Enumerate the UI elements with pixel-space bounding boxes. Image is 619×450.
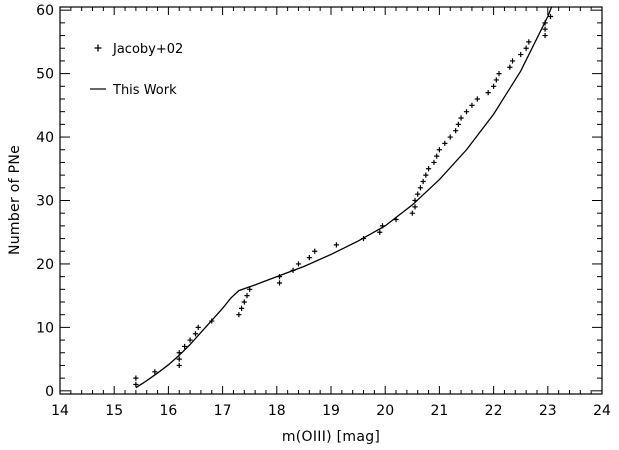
scatter-point-jacoby xyxy=(469,102,475,108)
x-tick-label: 16 xyxy=(159,403,177,419)
x-tick-label: 14 xyxy=(51,403,69,419)
scatter-point-jacoby xyxy=(420,178,426,185)
x-tick-label: 19 xyxy=(322,403,340,419)
axis-ticks xyxy=(59,7,603,394)
y-tick-label: 0 xyxy=(45,384,54,400)
scatter-point-jacoby xyxy=(133,375,139,381)
legend-label-jacoby: Jacoby+02 xyxy=(112,42,183,57)
scatter-point-jacoby xyxy=(176,350,182,356)
scatter-point-jacoby xyxy=(244,293,250,299)
scatter-point-jacoby xyxy=(247,286,253,292)
scatter-point-jacoby xyxy=(152,369,158,375)
scatter-point-jacoby xyxy=(542,20,548,26)
legend-marker-jacoby xyxy=(94,44,102,52)
scatter-point-jacoby xyxy=(509,58,516,64)
scatter-point-jacoby xyxy=(485,90,491,96)
scatter-point-jacoby xyxy=(176,356,182,362)
y-tick-label: 60 xyxy=(36,3,54,19)
legend-plus-icon xyxy=(94,44,102,52)
scatter-point-jacoby xyxy=(236,312,242,318)
scatter-point-jacoby xyxy=(526,39,532,45)
scatter-point-jacoby xyxy=(133,381,139,388)
y-tick-label: 30 xyxy=(36,194,54,210)
scatter-point-jacoby xyxy=(412,197,418,204)
scatter-point-jacoby xyxy=(241,299,247,305)
scatter-point-jacoby xyxy=(360,235,367,242)
y-tick-label: 10 xyxy=(36,320,54,336)
scatter-point-jacoby xyxy=(491,83,497,89)
legend: Jacoby+02 This Work xyxy=(90,42,183,98)
x-tick-label: 20 xyxy=(376,403,394,419)
scatter-point-jacoby xyxy=(423,172,429,178)
scatter-point-jacoby xyxy=(474,96,480,102)
scatter-point-jacoby xyxy=(523,45,529,51)
scatter-point-jacoby xyxy=(379,223,386,229)
legend-label-this-work: This Work xyxy=(112,83,177,98)
scatter-point-jacoby xyxy=(333,242,340,248)
scatter-point-jacoby xyxy=(377,229,383,235)
scatter-point-jacoby xyxy=(431,159,437,166)
scatter-point-jacoby xyxy=(295,261,302,267)
x-axis-label: m(OIII) [mag] xyxy=(282,429,380,445)
scatter-point-jacoby xyxy=(276,280,283,286)
scatter-point-jacoby xyxy=(195,324,201,330)
plot-frame xyxy=(59,6,603,395)
scatter-point-jacoby xyxy=(187,337,193,343)
x-tick-label: 23 xyxy=(539,403,557,419)
scatter-point-jacoby xyxy=(542,32,548,39)
series-line-this-work xyxy=(135,7,553,389)
scatter-point-jacoby xyxy=(409,210,415,216)
x-tick-label: 15 xyxy=(105,403,123,419)
scatter-point-jacoby xyxy=(493,77,499,83)
scatter-point-jacoby xyxy=(312,248,318,254)
scatter-point-jacoby xyxy=(425,166,432,172)
scatter-point-jacoby xyxy=(518,51,524,58)
y-tick-label: 40 xyxy=(36,130,54,146)
x-tick-label: 17 xyxy=(214,403,232,419)
scatter-point-jacoby xyxy=(182,343,188,350)
scatter-point-jacoby xyxy=(276,274,283,280)
scatter-point-jacoby xyxy=(542,26,548,32)
y-tick-label: 50 xyxy=(36,67,54,83)
x-tick-label: 22 xyxy=(485,403,503,419)
y-tick-label: 20 xyxy=(36,257,54,273)
scatter-point-jacoby xyxy=(436,147,442,153)
scatter-point-jacoby xyxy=(496,71,502,77)
scatter-point-jacoby xyxy=(458,115,464,121)
scatter-point-jacoby xyxy=(412,204,418,210)
scatter-point-jacoby xyxy=(209,318,215,324)
scatter-point-jacoby xyxy=(507,64,513,70)
scatter-point-jacoby xyxy=(192,331,199,337)
x-tick-label: 21 xyxy=(430,403,448,419)
scatter-point-jacoby xyxy=(238,305,245,311)
x-tick-label: 24 xyxy=(593,403,611,419)
scatter-point-jacoby xyxy=(447,134,453,140)
scatter-point-jacoby xyxy=(306,255,312,261)
y-axis-label: Number of PNe xyxy=(7,145,23,255)
scatter-point-jacoby xyxy=(442,140,448,146)
scatter-point-jacoby xyxy=(453,128,459,134)
x-tick-label: 18 xyxy=(268,403,286,419)
scatter-point-jacoby xyxy=(290,267,296,273)
scatter-point-jacoby xyxy=(434,153,440,159)
scatter-point-jacoby xyxy=(417,185,424,191)
plot-data xyxy=(133,7,554,389)
scatter-point-jacoby xyxy=(455,121,461,127)
scatter-point-jacoby xyxy=(176,362,182,369)
scatter-point-jacoby xyxy=(463,109,470,115)
scatter-point-jacoby xyxy=(547,13,554,20)
scatter-point-jacoby xyxy=(415,191,421,197)
scatter-point-jacoby xyxy=(393,216,399,223)
tick-labels: 14 15 16 17 18 19 20 21 22 23 24 0 10 20 30 40 50 60 xyxy=(36,3,611,419)
